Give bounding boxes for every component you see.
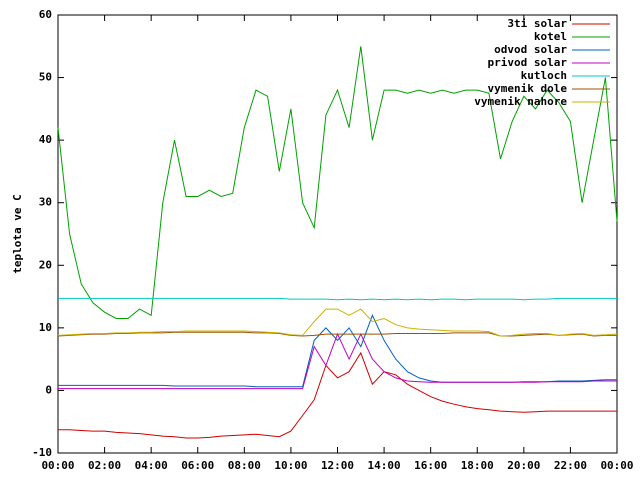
x-tick-label: 20:00 — [507, 459, 540, 472]
legend-label: vymenik dole — [488, 82, 568, 95]
x-tick-label: 10:00 — [274, 459, 307, 472]
x-tick-label: 00:00 — [600, 459, 633, 472]
series-line — [58, 351, 617, 439]
x-tick-label: 04:00 — [135, 459, 168, 472]
y-tick-label: 40 — [39, 133, 52, 146]
x-tick-label: 22:00 — [554, 459, 587, 472]
series-line — [57, 331, 617, 337]
legend-label: kotel — [534, 30, 567, 43]
y-tick-label: 20 — [39, 258, 52, 271]
legend-label: kutloch — [521, 69, 567, 82]
y-tick-label: 0 — [45, 383, 52, 396]
legend-label: 3ti solar — [507, 17, 567, 30]
series-line — [57, 46, 618, 319]
x-tick-label: 16:00 — [414, 459, 447, 472]
x-tick-label: 08:00 — [228, 459, 261, 472]
x-tick-label: 02:00 — [88, 459, 121, 472]
series-line — [57, 308, 618, 337]
x-tick-label: 18:00 — [461, 459, 494, 472]
y-tick-label: 60 — [39, 8, 52, 21]
series-line — [58, 297, 617, 301]
x-tick-label: 06:00 — [181, 459, 214, 472]
y-tick-label: 50 — [39, 71, 52, 84]
series-line — [58, 314, 617, 388]
legend-label: privod solar — [488, 56, 568, 69]
y-tick-label: 10 — [39, 321, 52, 334]
x-tick-label: 12:00 — [321, 459, 354, 472]
y-axis-label: teplota ve C — [11, 194, 24, 273]
x-tick-label: 00:00 — [41, 459, 74, 472]
y-tick-label: 30 — [39, 196, 52, 209]
legend-label: odvod solar — [494, 43, 567, 56]
y-tick-label: -10 — [32, 446, 52, 459]
legend-label: vymenik nahore — [474, 95, 567, 108]
x-tick-label: 14:00 — [368, 459, 401, 472]
